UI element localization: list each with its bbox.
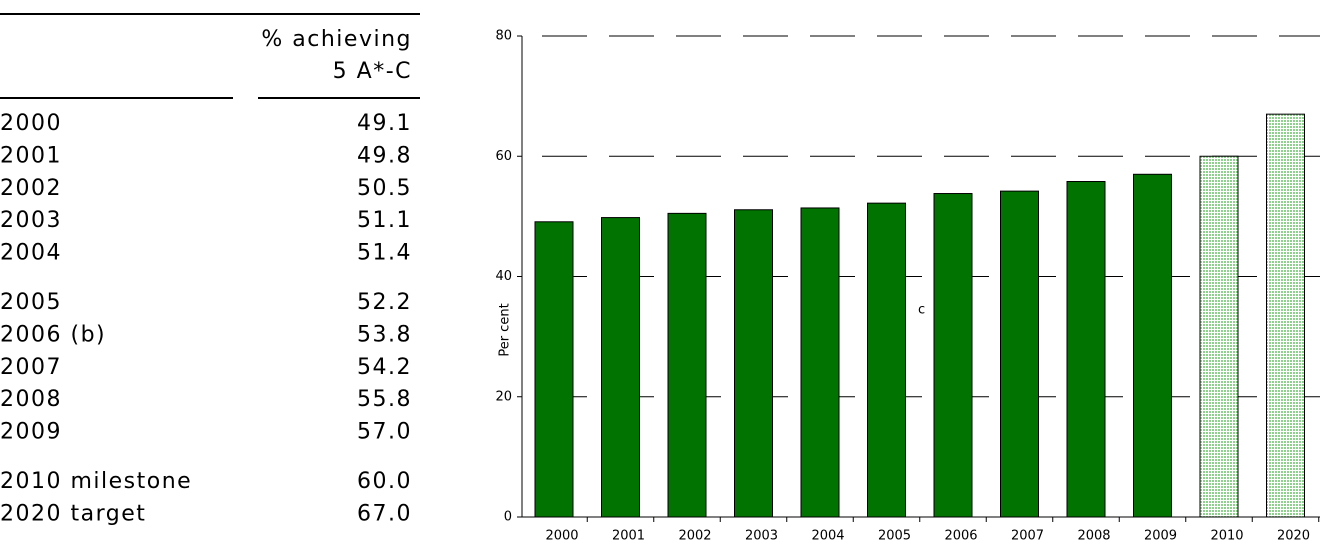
- row-label: 2006 (b): [0, 322, 106, 347]
- row-label: 2009: [0, 420, 62, 445]
- x-tick-label: 2004: [811, 529, 844, 544]
- bar: [800, 207, 840, 518]
- bar: [1199, 155, 1239, 518]
- row-value: 51.4: [357, 241, 412, 266]
- row-label: 2003: [0, 208, 62, 233]
- row-value: 53.8: [357, 322, 412, 347]
- row-label: 2007: [0, 355, 62, 380]
- row-label: 2008: [0, 387, 62, 412]
- bar: [1066, 181, 1106, 518]
- bar: [1133, 173, 1172, 518]
- x-tick-label: 2006: [944, 529, 977, 544]
- row-value: 49.8: [357, 143, 412, 168]
- y-tick-label: 20: [495, 389, 512, 404]
- row-value: 49.1: [357, 111, 412, 136]
- row-label: 2010 milestone: [0, 469, 192, 494]
- x-tick-label: 2000: [545, 529, 578, 544]
- x-tick-label: 2002: [678, 529, 711, 544]
- column-header: % achieving: [261, 27, 412, 52]
- y-tick-label: 0: [504, 510, 512, 525]
- bar: [1000, 190, 1039, 518]
- x-tick-label: 2005: [878, 529, 911, 544]
- row-value: 50.5: [357, 176, 412, 201]
- row-label: 2001: [0, 143, 62, 168]
- x-tick-label: 2020: [1277, 529, 1310, 544]
- row-value: 51.1: [357, 208, 412, 233]
- row-value: 54.2: [357, 355, 412, 380]
- x-tick-label: 2007: [1011, 529, 1044, 544]
- row-value: 67.0: [357, 501, 412, 526]
- x-tick-label: 2008: [1077, 529, 1110, 544]
- x-tick-label: 2003: [745, 529, 778, 544]
- row-value: 60.0: [357, 469, 412, 494]
- y-tick-label: 80: [495, 29, 512, 44]
- bar: [534, 221, 574, 518]
- column-header: 5 A*-C: [333, 59, 412, 84]
- row-label: 2000: [0, 111, 62, 136]
- bar: [1266, 113, 1305, 518]
- x-tick-label: 2001: [612, 529, 645, 544]
- x-tick-label: 2010: [1210, 529, 1243, 544]
- row-label: 2004: [0, 241, 62, 266]
- y-tick-label: 60: [495, 149, 512, 164]
- row-value: 55.8: [357, 387, 412, 412]
- bar: [933, 193, 973, 518]
- bar: [667, 212, 707, 518]
- y-tick-label: 40: [495, 269, 512, 284]
- y-axis-label: Per cent: [498, 303, 513, 356]
- bar: [867, 202, 906, 518]
- x-tick-label: 2009: [1144, 529, 1177, 544]
- row-value: 57.0: [357, 420, 412, 445]
- row-label: 2002: [0, 176, 62, 201]
- row-value: 52.2: [357, 290, 412, 315]
- bar: [734, 209, 773, 518]
- bar: [601, 217, 640, 518]
- row-label: 2005: [0, 290, 62, 315]
- annotation: c: [918, 303, 925, 318]
- row-label: 2020 target: [0, 501, 146, 526]
